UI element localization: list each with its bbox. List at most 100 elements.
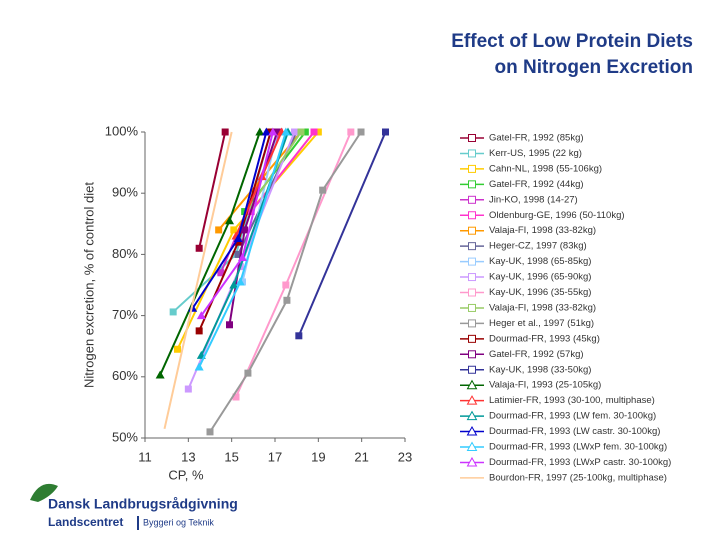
legend-label: Dourmad-FR, 1993 (LWxP fem. 30-100kg) bbox=[489, 442, 667, 453]
data-point bbox=[232, 393, 240, 401]
legend-marker bbox=[468, 164, 476, 173]
legend-marker bbox=[466, 395, 478, 405]
legend-marker bbox=[468, 303, 476, 312]
legend-label: Gatel-FR, 1992 (44kg) bbox=[489, 179, 584, 190]
data-point bbox=[174, 345, 181, 353]
legend-label: Latimier-FR, 1993 (30-100, multiphase) bbox=[489, 395, 655, 406]
data-point bbox=[291, 128, 298, 136]
legend-label: Bourdon-FR, 1997 (25-100kg, multiphase) bbox=[489, 472, 667, 483]
data-point bbox=[273, 128, 281, 136]
legend-marker bbox=[468, 319, 476, 328]
legend-label: Kerr-US, 1995 (22 kg) bbox=[489, 148, 582, 159]
data-point bbox=[295, 332, 303, 340]
data-point bbox=[234, 238, 242, 246]
legend-label: Dourmad-FR, 1993 (LWxP castr. 30-100kg) bbox=[489, 457, 671, 468]
legend-marker bbox=[466, 410, 478, 421]
logo-text: Landscentret bbox=[48, 515, 123, 529]
data-point bbox=[206, 428, 214, 436]
logo-mark bbox=[30, 483, 58, 502]
legend-marker bbox=[468, 242, 476, 251]
data-point bbox=[255, 127, 265, 136]
legend-label: Valaja-FI, 1993 (25-105kg) bbox=[489, 380, 601, 391]
data-point bbox=[314, 128, 322, 136]
x-tick-label: 17 bbox=[268, 449, 282, 464]
data-point bbox=[244, 369, 252, 377]
data-point bbox=[283, 296, 291, 304]
data-point bbox=[234, 250, 242, 258]
y-tick-label: 60% bbox=[112, 368, 138, 383]
legend-marker bbox=[468, 273, 476, 282]
legend-label: Kay-UK, 1996 (65-90kg) bbox=[489, 272, 591, 283]
y-tick-label: 70% bbox=[112, 307, 138, 322]
data-point bbox=[347, 128, 355, 136]
legend-marker bbox=[468, 149, 476, 158]
legend-marker bbox=[468, 257, 476, 266]
legend-label: Heger et al., 1997 (51kg) bbox=[489, 318, 594, 329]
legend-marker bbox=[466, 379, 478, 390]
data-point bbox=[230, 226, 238, 234]
legend-label: Heger-CZ, 1997 (83kg) bbox=[489, 241, 587, 252]
data-point bbox=[195, 327, 203, 335]
data-point bbox=[310, 128, 318, 136]
data-point bbox=[194, 362, 204, 371]
data-point bbox=[221, 128, 229, 136]
legend-marker bbox=[468, 195, 476, 204]
legend-label: Oldenburg-GE, 1996 (50-110kg) bbox=[489, 210, 625, 221]
y-tick-label: 100% bbox=[105, 123, 139, 138]
legend-marker bbox=[468, 211, 476, 220]
legend-marker bbox=[468, 180, 476, 189]
legend-label: Valaja-FI, 1998 (33-82kg) bbox=[489, 302, 596, 313]
y-axis-label: Nitrogen excretion, % of control diet bbox=[81, 182, 96, 388]
legend-marker bbox=[468, 226, 476, 235]
data-point bbox=[261, 127, 271, 136]
x-tick-label: 13 bbox=[181, 449, 195, 464]
x-axis-label: CP, % bbox=[168, 467, 204, 482]
legend-marker bbox=[468, 334, 476, 343]
data-point bbox=[155, 370, 165, 379]
data-point bbox=[226, 321, 233, 329]
x-tick-label: 19 bbox=[311, 449, 325, 464]
legend-label: Valaja-FI, 1998 (33-82kg) bbox=[489, 225, 596, 236]
x-tick-label: 21 bbox=[354, 449, 368, 464]
series-line bbox=[163, 131, 233, 430]
x-tick-label: 15 bbox=[224, 449, 238, 464]
x-tick-label: 11 bbox=[138, 449, 152, 464]
series-line bbox=[250, 131, 302, 207]
data-point bbox=[196, 311, 206, 320]
logo-text: Byggeri og Teknik bbox=[143, 517, 214, 527]
legend-marker bbox=[466, 456, 478, 467]
data-point bbox=[281, 127, 291, 136]
data-point bbox=[235, 277, 245, 286]
legend-label: Dourmad-FR, 1993 (LW castr. 30-100kg) bbox=[489, 426, 660, 437]
series-line bbox=[198, 131, 227, 249]
legend-label: Gatel-FR, 1992 (57kg) bbox=[489, 349, 584, 360]
data-point bbox=[301, 128, 309, 136]
data-point bbox=[215, 226, 223, 234]
data-point bbox=[297, 128, 305, 136]
legend-marker bbox=[468, 288, 476, 297]
legend-marker bbox=[468, 134, 476, 142]
data-point bbox=[217, 269, 225, 277]
y-tick-label: 90% bbox=[112, 185, 138, 200]
data-point bbox=[357, 128, 365, 136]
legend-marker bbox=[468, 365, 476, 374]
legend-label: Cahn-NL, 1998 (55-106kg) bbox=[489, 163, 602, 174]
data-point bbox=[169, 308, 177, 316]
data-point bbox=[184, 385, 192, 393]
data-point bbox=[247, 201, 255, 209]
legend-label: Gatel-FR, 1992 (85kg) bbox=[489, 133, 584, 144]
data-point bbox=[225, 216, 234, 225]
data-point bbox=[282, 281, 290, 289]
series-line bbox=[297, 131, 387, 337]
data-point bbox=[233, 233, 243, 242]
legend-marker bbox=[466, 441, 478, 451]
logo-text: Dansk Landbrugsrådgivning bbox=[48, 496, 238, 512]
legend-label: Jin-KO, 1998 (14-27) bbox=[489, 194, 578, 205]
legend-label: Kay-UK, 1996 (35-55kg) bbox=[489, 287, 591, 298]
data-point bbox=[241, 226, 249, 234]
chart-title: Effect of Low Protein Diets bbox=[451, 31, 693, 52]
legend-label: Dourmad-FR, 1993 (LW fem. 30-100kg) bbox=[489, 411, 656, 422]
y-tick-label: 50% bbox=[112, 429, 138, 444]
chart-title: on Nitrogen Excretion bbox=[495, 57, 693, 78]
